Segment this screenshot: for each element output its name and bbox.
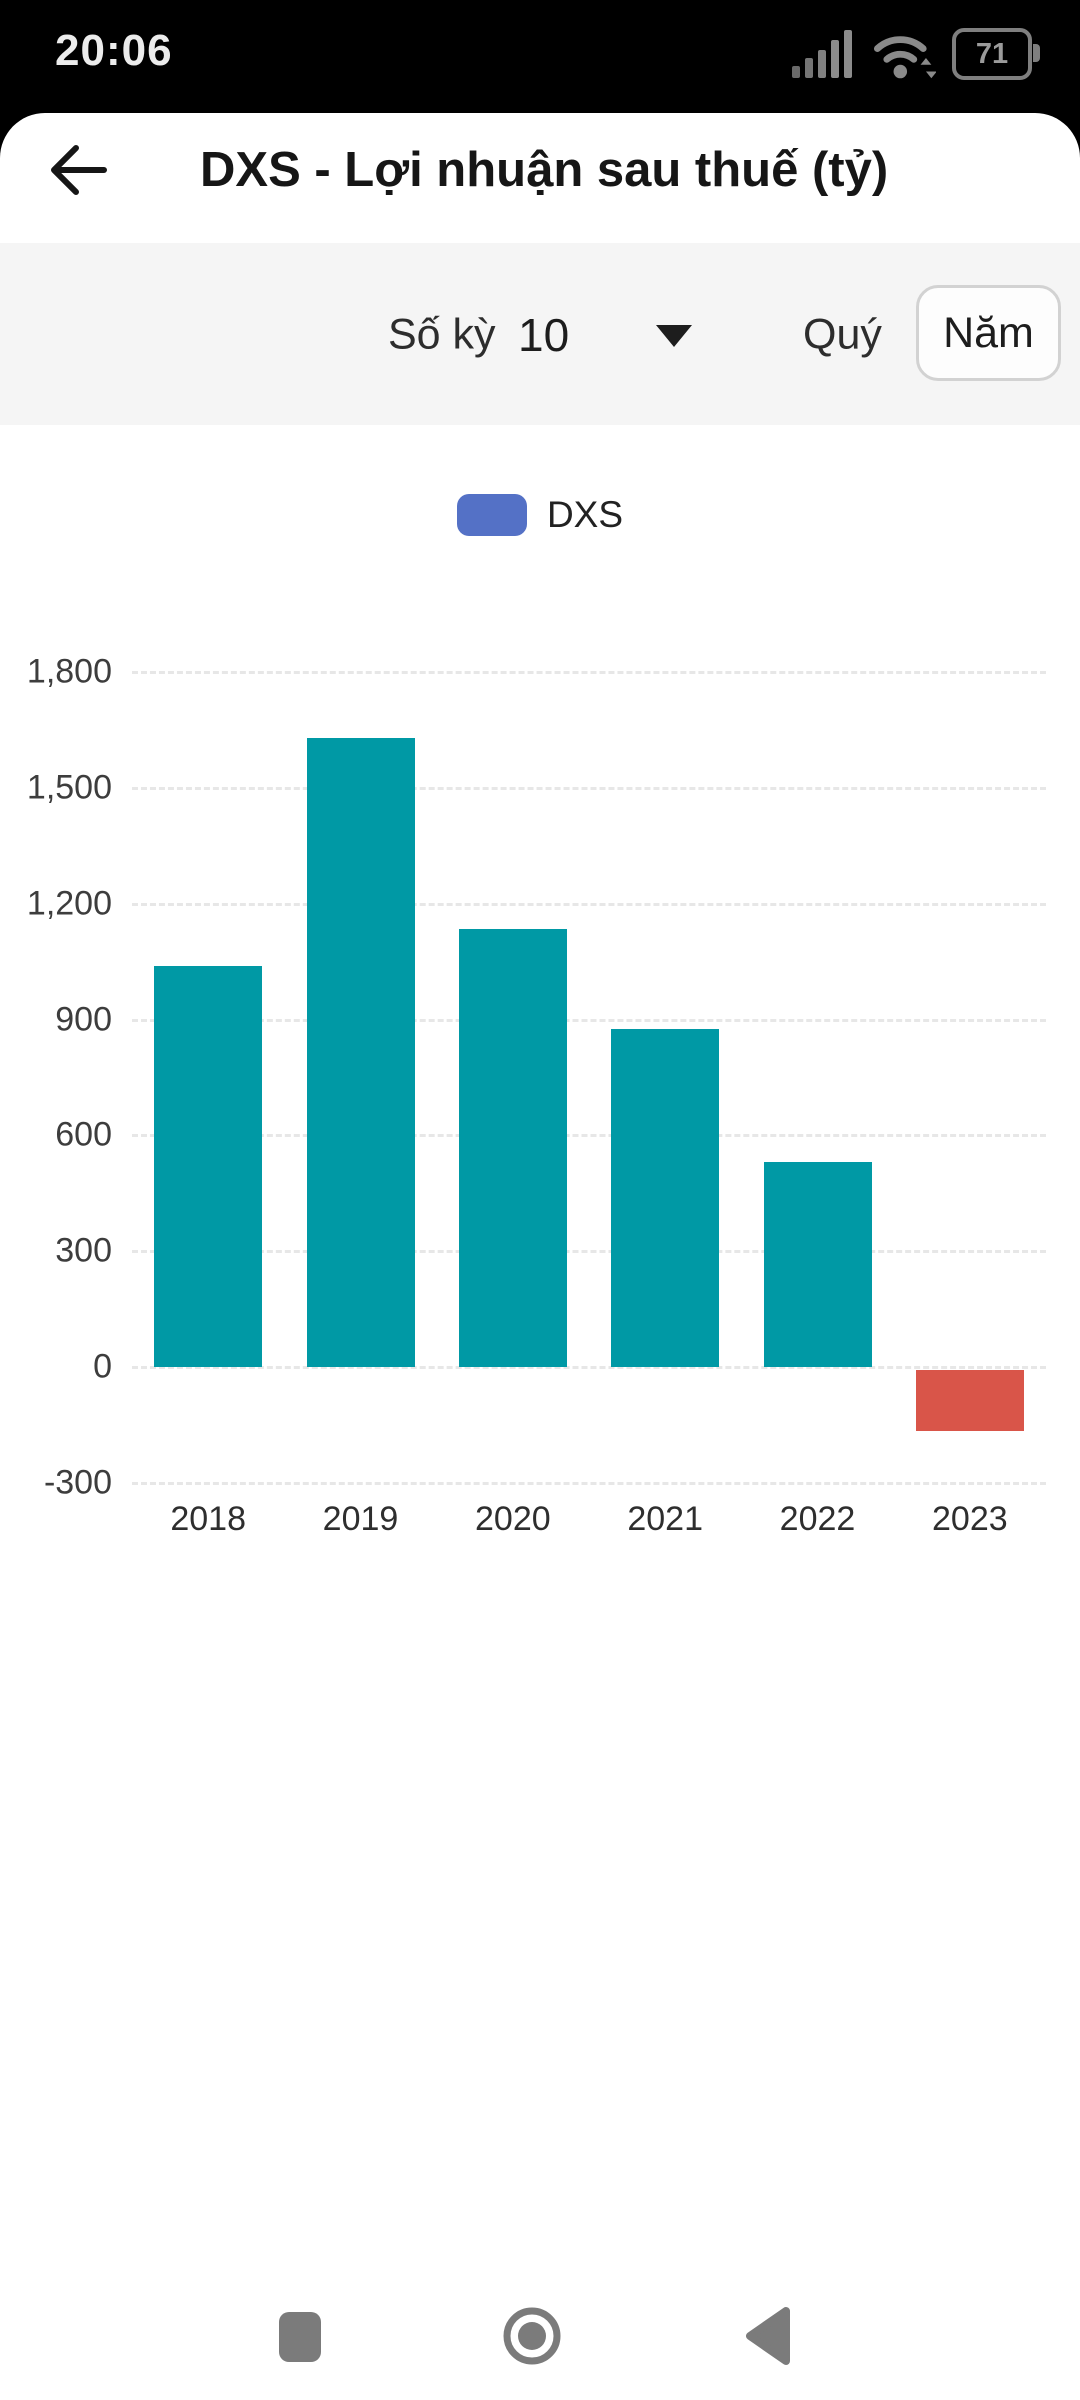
- period-count-label: Số kỳ: [388, 310, 496, 359]
- bar-2021[interactable]: [611, 1029, 720, 1368]
- back-arrow-icon: [51, 145, 107, 195]
- caret-down-icon[interactable]: [656, 325, 692, 347]
- back-triangle-icon: [746, 2307, 790, 2365]
- legend-label: DXS: [546, 494, 624, 535]
- battery-icon: 71: [952, 28, 1040, 80]
- status-time: 20:06: [55, 26, 173, 75]
- back-button[interactable]: [48, 140, 108, 200]
- nav-home-button[interactable]: [500, 2304, 564, 2373]
- nav-recents-button[interactable]: [279, 2312, 321, 2362]
- year-toggle-button[interactable]: Năm: [916, 285, 1061, 381]
- page-title: DXS - Lợi nhuận sau thuế (tỷ): [200, 143, 889, 197]
- bar-2023[interactable]: [915, 1370, 1024, 1431]
- bar-2020[interactable]: [458, 928, 567, 1368]
- home-circle-icon: [503, 2307, 561, 2365]
- legend-swatch: [456, 494, 527, 536]
- wifi-icon: [873, 36, 936, 79]
- bar-2018[interactable]: [154, 965, 263, 1368]
- quarter-toggle-button[interactable]: Quý: [803, 310, 882, 359]
- chart-legend[interactable]: DXS: [0, 494, 1080, 536]
- battery-nub: [1033, 44, 1040, 62]
- bar-2022[interactable]: [763, 1162, 872, 1368]
- battery-percent: 71: [975, 37, 1009, 70]
- controls-bar: [0, 243, 1080, 425]
- bar-2019[interactable]: [306, 737, 415, 1368]
- signal-icon: [792, 30, 852, 78]
- nav-back-button[interactable]: [744, 2306, 792, 2371]
- period-count-value[interactable]: 10: [518, 309, 570, 361]
- status-icons: 71: [790, 26, 1040, 82]
